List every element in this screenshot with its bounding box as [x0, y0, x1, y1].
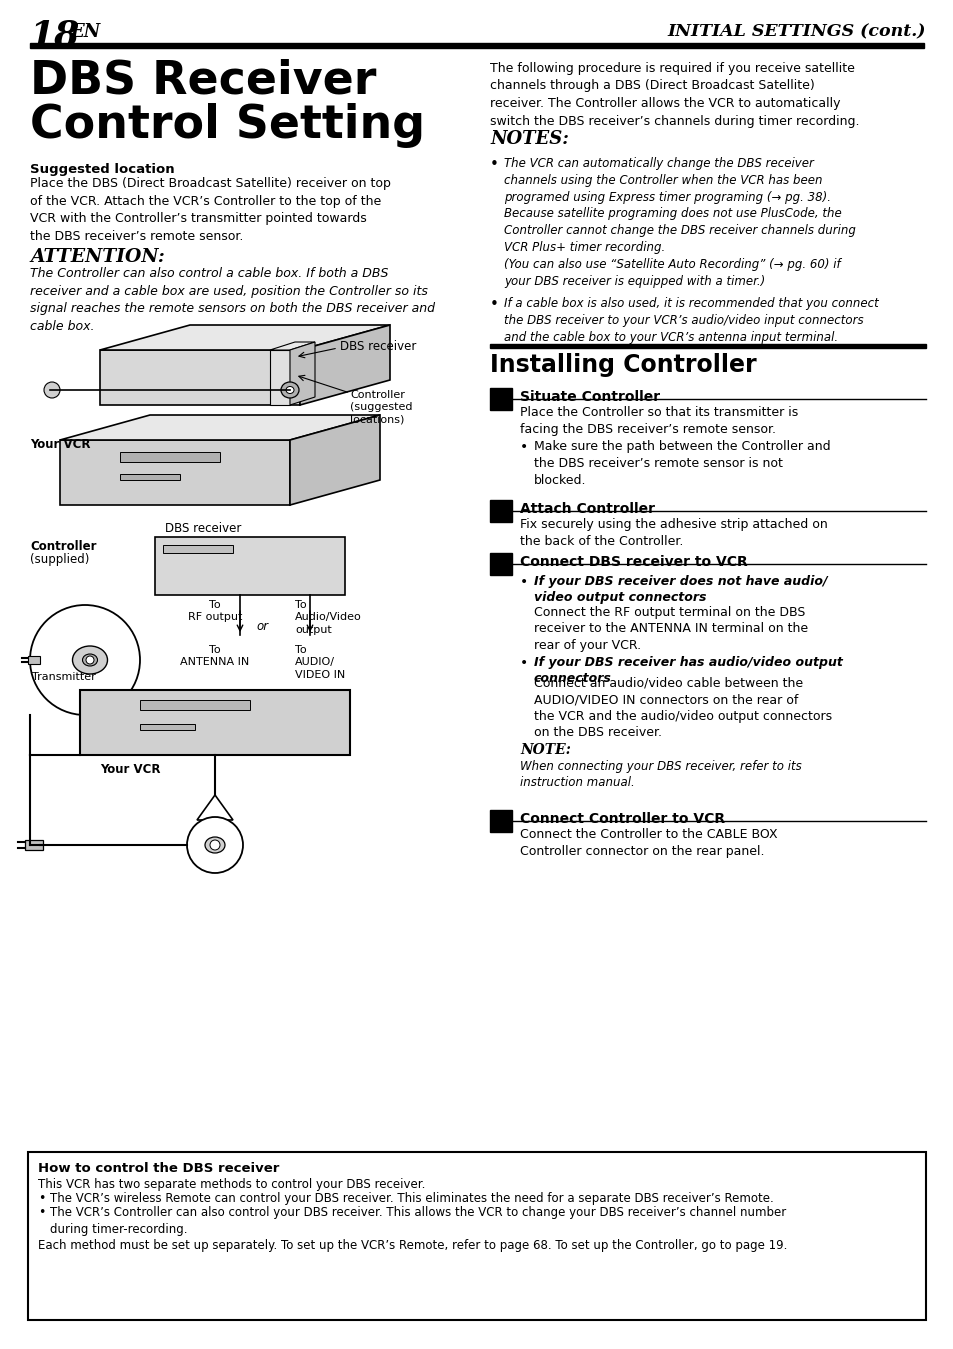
Circle shape: [210, 840, 220, 850]
Bar: [80, 689, 350, 755]
Ellipse shape: [82, 654, 97, 666]
Text: Installing Controller: Installing Controller: [490, 353, 756, 376]
Polygon shape: [270, 343, 314, 349]
Text: Your VCR: Your VCR: [30, 438, 91, 451]
Text: Attach Controller: Attach Controller: [519, 502, 655, 517]
Bar: [163, 545, 233, 553]
Text: Situate Controller: Situate Controller: [519, 390, 659, 403]
Circle shape: [30, 604, 140, 715]
Text: •: •: [519, 440, 528, 455]
Bar: [28, 1152, 925, 1321]
Ellipse shape: [286, 387, 294, 394]
Bar: [154, 537, 345, 595]
Text: •: •: [490, 297, 498, 312]
Polygon shape: [100, 349, 299, 405]
Bar: [30, 43, 923, 49]
Text: INITIAL SETTINGS (cont.): INITIAL SETTINGS (cont.): [667, 23, 925, 40]
Polygon shape: [290, 343, 314, 405]
Text: •: •: [490, 156, 498, 173]
Bar: [120, 473, 180, 480]
Text: Place the DBS (Direct Broadcast Satellite) receiver on top
of the VCR. Attach th: Place the DBS (Direct Broadcast Satellit…: [30, 177, 391, 243]
Text: •: •: [38, 1206, 46, 1219]
Text: Connect an audio/video cable between the
AUDIO/VIDEO IN connectors on the rear o: Connect an audio/video cable between the…: [534, 677, 831, 739]
Polygon shape: [60, 415, 379, 440]
Text: When connecting your DBS receiver, refer to its
instruction manual.: When connecting your DBS receiver, refer…: [519, 759, 801, 789]
Ellipse shape: [281, 382, 298, 398]
Text: If your DBS receiver does not have audio/
video output connectors: If your DBS receiver does not have audio…: [534, 575, 827, 604]
Polygon shape: [196, 795, 233, 820]
Text: DBS receiver: DBS receiver: [165, 522, 241, 536]
Text: The VCR’s Controller can also control your DBS receiver. This allows the VCR to : The VCR’s Controller can also control yo…: [50, 1206, 785, 1236]
Text: The following procedure is required if you receive satellite
channels through a : The following procedure is required if y…: [490, 62, 859, 128]
Text: Fix securely using the adhesive strip attached on
the back of the Controller.: Fix securely using the adhesive strip at…: [519, 518, 827, 548]
Text: Connect the RF output terminal on the DBS
receiver to the ANTENNA IN terminal on: Connect the RF output terminal on the DB…: [534, 606, 807, 652]
Text: Place the Controller so that its transmitter is
facing the DBS receiver’s remote: Place the Controller so that its transmi…: [519, 406, 798, 436]
Text: (supplied): (supplied): [30, 553, 90, 567]
Text: If a cable box is also used, it is recommended that you connect
the DBS receiver: If a cable box is also used, it is recom…: [503, 297, 878, 344]
Text: DBS receiver: DBS receiver: [339, 340, 416, 353]
Text: Control Setting: Control Setting: [30, 103, 425, 148]
Text: Your VCR: Your VCR: [100, 764, 160, 776]
Text: To
RF output: To RF output: [188, 600, 242, 622]
Polygon shape: [299, 325, 390, 405]
Bar: [120, 452, 220, 461]
Text: The Controller can also control a cable box. If both a DBS
receiver and a cable : The Controller can also control a cable …: [30, 267, 435, 332]
Polygon shape: [270, 349, 290, 405]
Bar: [25, 840, 43, 850]
Text: Controller
(suggested
locations): Controller (suggested locations): [350, 390, 412, 425]
Text: Connect DBS receiver to VCR: Connect DBS receiver to VCR: [519, 554, 747, 569]
Text: ATTENTION:: ATTENTION:: [30, 248, 165, 266]
Circle shape: [86, 656, 94, 664]
Circle shape: [44, 382, 60, 398]
Bar: [490, 553, 512, 575]
Text: •: •: [38, 1193, 46, 1205]
Circle shape: [187, 817, 243, 873]
Text: Connect Controller to VCR: Connect Controller to VCR: [519, 812, 724, 826]
Bar: [490, 389, 512, 410]
Text: Connect the Controller to the CABLE BOX
Controller connector on the rear panel.: Connect the Controller to the CABLE BOX …: [519, 828, 777, 858]
Text: •: •: [519, 656, 528, 670]
Text: DBS Receiver: DBS Receiver: [30, 58, 376, 103]
Text: EN: EN: [70, 23, 100, 40]
Bar: [140, 724, 194, 730]
Polygon shape: [100, 325, 390, 349]
Bar: [490, 809, 512, 832]
Text: To
ANTENNA IN: To ANTENNA IN: [180, 645, 250, 668]
Ellipse shape: [72, 646, 108, 674]
Text: NOTES:: NOTES:: [490, 130, 568, 148]
Text: The VCR can automatically change the DBS receiver
channels using the Controller : The VCR can automatically change the DBS…: [503, 156, 855, 287]
Text: NOTE:: NOTE:: [519, 743, 570, 757]
Text: Each method must be set up separately. To set up the VCR’s Remote, refer to page: Each method must be set up separately. T…: [38, 1238, 786, 1252]
Text: 18: 18: [30, 18, 80, 53]
Bar: [490, 500, 512, 522]
Ellipse shape: [205, 836, 225, 853]
Text: Suggested location: Suggested location: [30, 163, 174, 175]
Text: The VCR’s wireless Remote can control your DBS receiver. This eliminates the nee: The VCR’s wireless Remote can control yo…: [50, 1193, 773, 1205]
Text: To
AUDIO/
VIDEO IN: To AUDIO/ VIDEO IN: [294, 645, 345, 680]
Text: To
Audio/Video
output: To Audio/Video output: [294, 600, 361, 635]
Text: If your DBS receiver has audio/video output
connectors: If your DBS receiver has audio/video out…: [534, 656, 842, 685]
Bar: [28, 656, 40, 664]
Text: How to control the DBS receiver: How to control the DBS receiver: [38, 1161, 279, 1175]
Polygon shape: [60, 440, 290, 505]
Bar: [490, 344, 925, 348]
Text: Controller: Controller: [30, 540, 96, 553]
Text: Transmitter: Transmitter: [32, 672, 95, 683]
Text: or: or: [255, 621, 268, 633]
Polygon shape: [290, 415, 379, 505]
Text: •: •: [519, 575, 528, 590]
Bar: [140, 700, 250, 710]
Text: This VCR has two separate methods to control your DBS receiver.: This VCR has two separate methods to con…: [38, 1178, 425, 1191]
Text: Make sure the path between the Controller and
the DBS receiver’s remote sensor i: Make sure the path between the Controlle…: [534, 440, 830, 487]
